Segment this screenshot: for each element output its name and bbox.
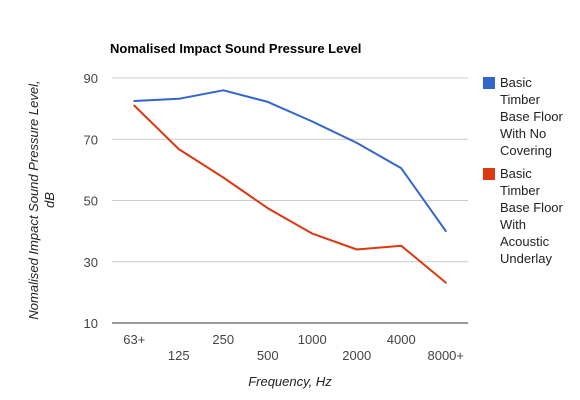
y-tick-label: 30 — [84, 255, 98, 270]
x-tick-label: 4000 — [387, 332, 416, 347]
legend-label-line: Underlay — [500, 251, 553, 266]
y-tick-label: 90 — [84, 71, 98, 86]
legend-swatch — [483, 168, 495, 180]
gridlines — [112, 77, 468, 324]
y-axis-title-line: Nomalised Impact Sound Pressure Level, — [26, 80, 41, 319]
legend-label-line: Acoustic — [500, 234, 550, 249]
legend-label-line: With No — [500, 126, 546, 141]
x-axis-ticks: 63+ 125 250 500 1000 2000 4000 8000+ — [123, 332, 464, 363]
y-tick-label: 10 — [84, 316, 98, 331]
chart-title: Nomalised Impact Sound Pressure Level — [110, 41, 361, 56]
y-axis-title: Nomalised Impact Sound Pressure Level,dB — [26, 80, 57, 319]
x-tick-label: 8000+ — [427, 348, 464, 363]
series-lines — [133, 89, 447, 284]
legend-label-line: Base Floor — [500, 200, 564, 215]
legend-label-line: Covering — [500, 143, 552, 158]
legend-label-line: With — [500, 217, 526, 232]
x-tick-label: 63+ — [123, 332, 145, 347]
x-axis-title: Frequency, Hz — [248, 374, 332, 389]
x-tick-label: 125 — [168, 348, 190, 363]
y-axis-ticks: 10 30 50 70 90 — [84, 71, 98, 331]
y-axis-title-line: dB — [42, 192, 57, 208]
legend-entry-2: Basic Timber Base Floor With Acoustic Underla… — [483, 166, 564, 266]
x-tick-label: 2000 — [342, 348, 371, 363]
x-tick-label: 500 — [257, 348, 279, 363]
legend-label-line: Timber — [500, 92, 541, 107]
y-tick-label: 50 — [84, 194, 98, 209]
x-tick-label: 250 — [212, 332, 234, 347]
legend-swatch — [483, 77, 495, 89]
series-line-2 — [133, 104, 447, 284]
x-tick-label: 1000 — [298, 332, 327, 347]
legend-label-line: Base Floor — [500, 109, 564, 124]
legend-label-line: Basic — [500, 166, 532, 181]
legend-label-line: Basic — [500, 75, 532, 90]
y-tick-label: 70 — [84, 132, 98, 147]
series-line-1 — [133, 89, 447, 233]
legend-label-line: Timber — [500, 183, 541, 198]
legend-entry-1: Basic Timber Base Floor With No Covering — [483, 75, 564, 158]
